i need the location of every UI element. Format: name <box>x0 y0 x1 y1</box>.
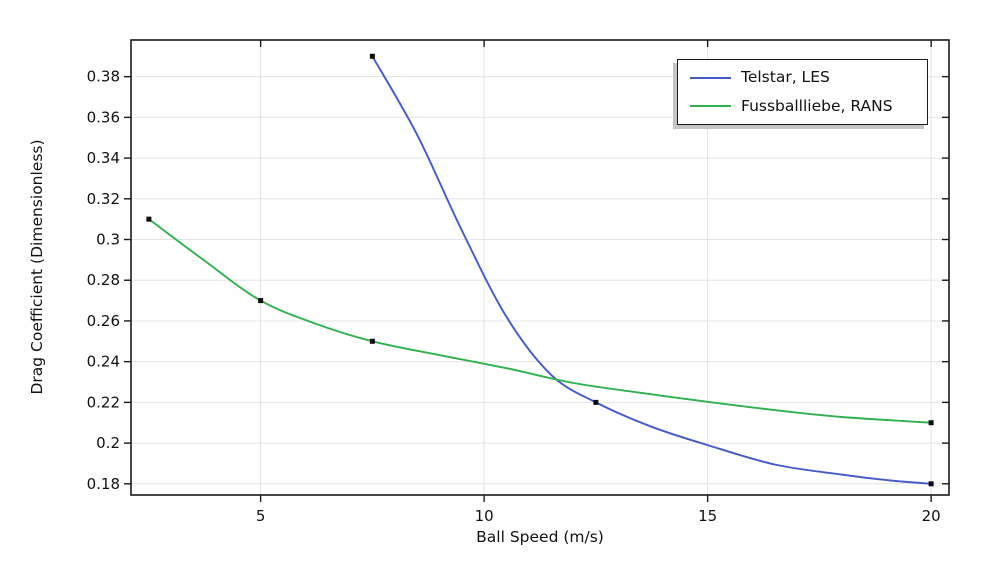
x-tick-label: 10 <box>475 507 494 525</box>
legend-label-telstar: Telstar, LES <box>741 68 830 87</box>
x-tick-label: 20 <box>922 507 941 525</box>
data-point-marker <box>146 216 152 222</box>
data-point-marker <box>928 481 934 487</box>
y-tick-label: 0.3 <box>96 231 120 249</box>
tick-label-layer: 0.18 0.2 0.22 0.24 0.26 0.28 0.3 0.32 0.34 0.36 0.… <box>87 68 941 525</box>
x-axis-label: Ball Speed (m/s) <box>476 528 604 546</box>
y-tick-label: 0.18 <box>87 475 120 493</box>
legend-item-fussballliebe-rans: Fussballliebe, RANS <box>690 96 927 115</box>
x-tick-label: 15 <box>698 507 717 525</box>
data-point-marker <box>369 338 375 344</box>
y-tick-label: 0.36 <box>87 108 120 126</box>
data-point-marker <box>593 399 599 405</box>
data-point-marker <box>928 420 934 426</box>
plot-border <box>130 39 950 496</box>
y-tick-label: 0.32 <box>87 190 120 208</box>
legend-label-fussballliebe: Fussballliebe, RANS <box>741 96 893 115</box>
y-axis-label: Drag Coefficient (Dimensionless) <box>28 139 46 394</box>
x-tick-label: 5 <box>256 507 266 525</box>
data-point-marker <box>258 298 264 304</box>
legend: Telstar, LES Fussballliebe, RANS <box>677 59 928 125</box>
legend-line-sample-telstar <box>690 76 731 79</box>
y-tick-label: 0.26 <box>87 312 120 330</box>
y-tick-label: 0.2 <box>96 434 120 452</box>
y-tick-label: 0.34 <box>87 149 120 167</box>
axis-frame-layer <box>130 39 950 496</box>
y-tick-label: 0.24 <box>87 353 120 371</box>
y-tick-label: 0.38 <box>87 68 120 86</box>
grid-layer <box>131 40 949 495</box>
tick-layer <box>124 40 949 502</box>
y-tick-label: 0.22 <box>87 393 120 411</box>
series-line-telstar <box>371 55 933 485</box>
data-point-marker <box>369 53 375 59</box>
series-layer <box>146 53 934 487</box>
legend-item-telstar-les: Telstar, LES <box>690 69 927 86</box>
y-tick-label: 0.28 <box>87 271 120 289</box>
legend-line-sample-fussballliebe <box>690 105 731 108</box>
